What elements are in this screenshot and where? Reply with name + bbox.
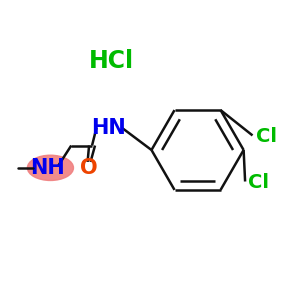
Text: HCl: HCl: [89, 49, 134, 73]
Ellipse shape: [27, 155, 74, 181]
Text: O: O: [80, 158, 98, 178]
Text: Cl: Cl: [248, 173, 269, 192]
Text: HN: HN: [91, 118, 126, 138]
Text: NH: NH: [30, 158, 65, 178]
Text: Cl: Cl: [256, 127, 277, 146]
